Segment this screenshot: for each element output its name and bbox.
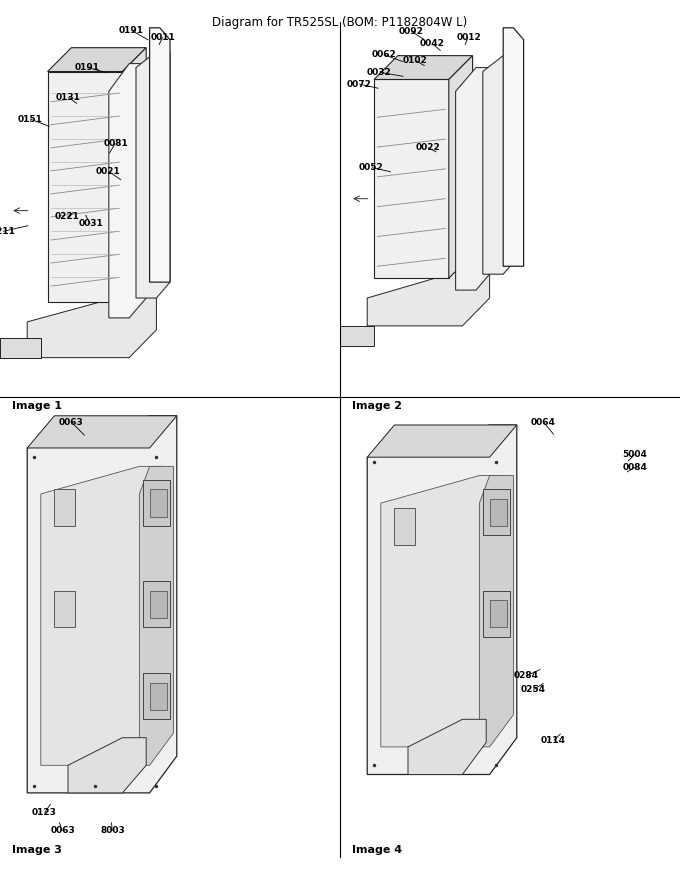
Polygon shape bbox=[41, 466, 163, 765]
Polygon shape bbox=[143, 480, 170, 526]
Polygon shape bbox=[367, 271, 490, 326]
Polygon shape bbox=[150, 590, 167, 618]
Polygon shape bbox=[27, 294, 156, 357]
Text: 5004: 5004 bbox=[623, 450, 647, 459]
Text: 0123: 0123 bbox=[32, 807, 56, 817]
Text: 0102: 0102 bbox=[403, 56, 427, 65]
Polygon shape bbox=[54, 590, 75, 628]
Text: 0031: 0031 bbox=[79, 219, 103, 228]
Polygon shape bbox=[483, 489, 510, 536]
Polygon shape bbox=[150, 682, 167, 710]
Polygon shape bbox=[381, 476, 503, 747]
Text: 0064: 0064 bbox=[531, 418, 556, 427]
Polygon shape bbox=[136, 52, 170, 298]
Text: 0092: 0092 bbox=[399, 28, 424, 37]
Polygon shape bbox=[456, 68, 496, 290]
Text: 0191: 0191 bbox=[118, 27, 143, 36]
Polygon shape bbox=[483, 590, 510, 637]
Text: 0021: 0021 bbox=[96, 167, 120, 176]
Polygon shape bbox=[143, 581, 170, 628]
Polygon shape bbox=[408, 720, 486, 774]
Polygon shape bbox=[479, 476, 513, 747]
Text: 0063: 0063 bbox=[59, 418, 84, 427]
Text: 0084: 0084 bbox=[623, 463, 647, 472]
Text: 0072: 0072 bbox=[346, 79, 371, 88]
Polygon shape bbox=[374, 55, 473, 79]
Polygon shape bbox=[122, 47, 146, 302]
Polygon shape bbox=[48, 47, 146, 71]
Polygon shape bbox=[503, 28, 524, 266]
Text: 0211: 0211 bbox=[0, 227, 15, 236]
Text: 0042: 0042 bbox=[420, 39, 444, 48]
Text: 0221: 0221 bbox=[55, 212, 80, 221]
Polygon shape bbox=[54, 489, 75, 526]
Text: 8003: 8003 bbox=[101, 826, 125, 835]
Polygon shape bbox=[374, 79, 449, 278]
Polygon shape bbox=[109, 63, 153, 318]
Polygon shape bbox=[150, 489, 167, 517]
Text: Diagram for TR525SL (BOM: P1182804W L): Diagram for TR525SL (BOM: P1182804W L) bbox=[212, 16, 468, 29]
Text: 0063: 0063 bbox=[50, 826, 75, 835]
Text: 0012: 0012 bbox=[456, 33, 481, 42]
Text: Image 1: Image 1 bbox=[12, 401, 63, 411]
Text: Image 2: Image 2 bbox=[352, 401, 403, 411]
Polygon shape bbox=[27, 416, 177, 793]
Polygon shape bbox=[48, 71, 122, 302]
Polygon shape bbox=[150, 28, 170, 282]
Text: 0011: 0011 bbox=[151, 33, 175, 42]
Polygon shape bbox=[367, 425, 517, 774]
Text: 0032: 0032 bbox=[367, 68, 392, 77]
Text: 0114: 0114 bbox=[541, 736, 566, 745]
Text: 0131: 0131 bbox=[56, 93, 80, 102]
Polygon shape bbox=[340, 326, 374, 346]
Text: Image 4: Image 4 bbox=[352, 846, 403, 855]
Polygon shape bbox=[490, 498, 507, 526]
Polygon shape bbox=[394, 508, 415, 545]
Polygon shape bbox=[68, 738, 146, 793]
Text: 0284: 0284 bbox=[514, 672, 539, 680]
Text: Image 3: Image 3 bbox=[12, 846, 62, 855]
Text: 0081: 0081 bbox=[103, 139, 128, 148]
Polygon shape bbox=[0, 338, 41, 357]
Polygon shape bbox=[483, 55, 517, 274]
Text: 0254: 0254 bbox=[521, 685, 545, 694]
Polygon shape bbox=[490, 600, 507, 628]
Text: 0151: 0151 bbox=[18, 114, 42, 124]
Text: 0022: 0022 bbox=[415, 144, 440, 153]
Polygon shape bbox=[367, 425, 517, 457]
Polygon shape bbox=[143, 673, 170, 720]
Polygon shape bbox=[449, 55, 473, 278]
Polygon shape bbox=[139, 466, 173, 765]
Text: 0062: 0062 bbox=[371, 50, 396, 59]
Text: 0052: 0052 bbox=[359, 163, 384, 172]
Text: 0191: 0191 bbox=[74, 63, 99, 72]
Polygon shape bbox=[27, 416, 177, 448]
